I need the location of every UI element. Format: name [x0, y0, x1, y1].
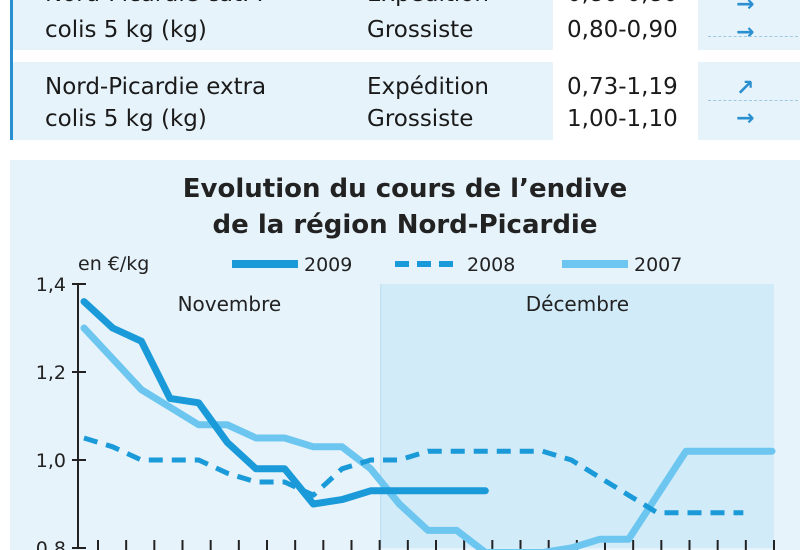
- period-label-december: Décembre: [526, 292, 629, 316]
- y-tick-label: 1,2: [36, 362, 66, 384]
- y-tick-label: 1,0: [36, 450, 66, 472]
- row-divider: [708, 100, 798, 101]
- trend-arrow-icon: →: [736, 106, 755, 131]
- stage-label: Grossiste: [367, 17, 474, 43]
- series-line-2008: [83, 435, 744, 516]
- stage-label: Expédition: [367, 0, 489, 10]
- chart-title: Evolution du cours de l’endive: [182, 174, 628, 204]
- trend-arrow-icon: ↗: [736, 76, 755, 101]
- price-range: 1,00-1,10: [567, 106, 678, 132]
- product-label-line2: colis 5 kg (kg): [45, 106, 207, 132]
- product-label-line1: Nord-Picardie cat. I: [45, 0, 263, 10]
- legend-label-2008: 2008: [467, 254, 515, 276]
- period-band-december: [380, 284, 774, 548]
- series-line-2009: [80, 298, 489, 508]
- price-range: 0,73-1,19: [567, 74, 678, 100]
- line-chart: Novembre Décembre 1,4 1,2 1,0 0,8 en €/kg 2009 2…: [36, 253, 776, 550]
- price-column-background: [553, 0, 698, 140]
- y-tick-label: 0,8: [36, 538, 66, 550]
- price-range: 0,80-0,90: [567, 17, 678, 43]
- product-label-line1: Nord-Picardie extra: [45, 74, 267, 100]
- legend-label-2007: 2007: [634, 254, 682, 276]
- price-range: 0,80-0,80: [567, 0, 678, 10]
- series-line-2007: [80, 324, 776, 550]
- y-tick-label: 1,4: [36, 274, 66, 296]
- legend-label-2009: 2009: [304, 254, 352, 276]
- stage-label: Grossiste: [367, 106, 474, 132]
- chart-panel: Evolution du cours de l’endive de la rég…: [10, 160, 800, 550]
- trend-arrow-icon: →: [736, 20, 755, 45]
- y-axis-label: en €/kg: [78, 253, 149, 275]
- period-label-november: Novembre: [178, 292, 282, 316]
- chart-subtitle: de la région Nord-Picardie: [212, 210, 598, 240]
- period-band-november: [78, 284, 381, 548]
- row-divider: [708, 36, 798, 37]
- row-separator: [698, 50, 800, 62]
- price-table: Nord-Picardie cat. I colis 5 kg (kg) Exp…: [10, 0, 800, 140]
- row-separator: [13, 50, 553, 62]
- stage-label: Expédition: [367, 74, 489, 100]
- trend-arrow-icon: →: [736, 0, 755, 17]
- product-label-line2: colis 5 kg (kg): [45, 17, 207, 43]
